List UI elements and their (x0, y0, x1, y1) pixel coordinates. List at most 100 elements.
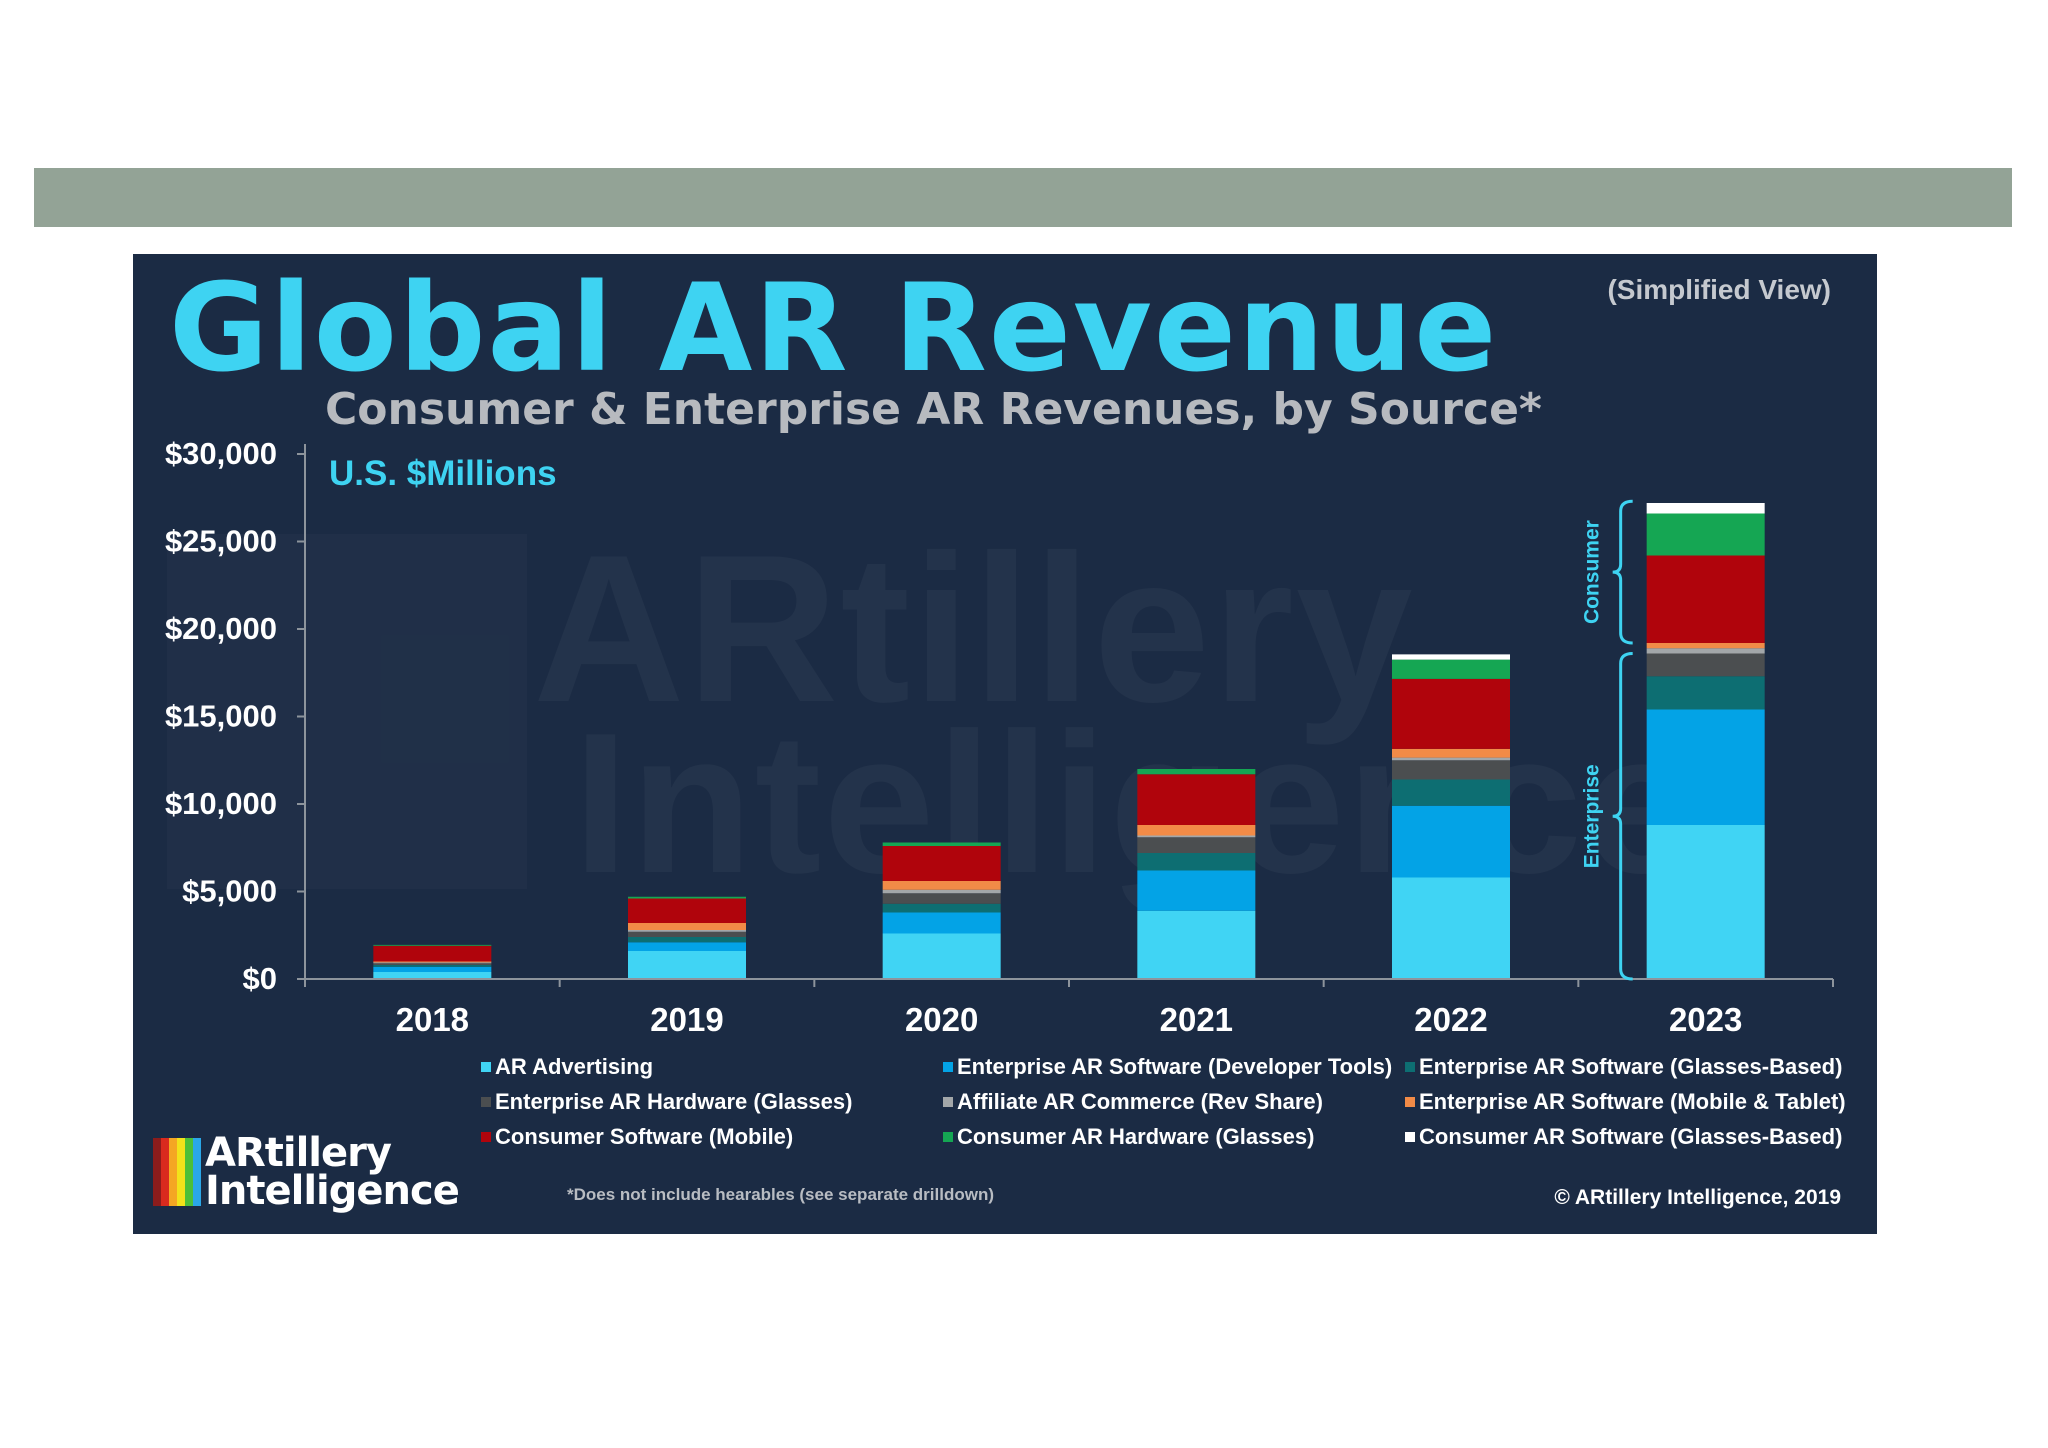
bar-segment (1392, 779, 1510, 806)
legend-label: AR Advertising (495, 1054, 654, 1079)
y-tick-label: $15,000 (165, 699, 277, 734)
bar-segment (1392, 654, 1510, 660)
bar-segment (882, 881, 1001, 890)
bar-segment (628, 923, 746, 930)
bar-segment (1646, 676, 1765, 710)
bar-segment (1137, 825, 1256, 836)
x-tick-label: 2019 (650, 1001, 723, 1038)
units-label: U.S. $Millions (329, 454, 557, 493)
bar-segment (1646, 643, 1765, 649)
legend-label: Enterprise AR Software (Mobile & Tablet) (1419, 1089, 1846, 1114)
bar-segment (882, 889, 1001, 894)
legend-swatch (943, 1097, 953, 1107)
logo-line-1: ARtillery (205, 1130, 392, 1176)
bar-segment (628, 930, 746, 932)
bar-segment (1137, 769, 1256, 775)
legend-swatch (481, 1097, 491, 1107)
bar-segment (373, 945, 492, 962)
bar-segment (1646, 709, 1765, 825)
bar-segment (1392, 757, 1510, 761)
bar-segment (1646, 513, 1765, 556)
x-tick-label: 2020 (905, 1001, 978, 1038)
legend-label: Consumer Software (Mobile) (495, 1124, 794, 1149)
logo-text: ARtillery Intelligence (205, 1130, 460, 1214)
bar-segment (1646, 825, 1765, 979)
legend-item: Consumer AR Software (Glasses-Based) (1405, 1124, 1861, 1150)
logo-color-bars (153, 1138, 201, 1206)
group-braces: Consumer Enterprise (1581, 499, 1633, 981)
chart-plot: $0 $5,000 $10,000 $15,000 $20,000 $25,000 $30,… (165, 436, 1834, 1038)
brace-consumer (1612, 499, 1633, 645)
y-tick-label: $25,000 (165, 524, 277, 559)
bar-segment (1392, 659, 1510, 679)
bar-segment (373, 966, 492, 972)
legend-swatch (481, 1062, 491, 1072)
legend-item: Enterprise AR Hardware (Glasses) (481, 1089, 943, 1115)
x-tick-label: 2023 (1669, 1001, 1742, 1038)
copyright: © ARtillery Intelligence, 2019 (1554, 1186, 1841, 1209)
y-tick-label: $30,000 (165, 436, 277, 471)
legend-label: Enterprise AR Hardware (Glasses) (495, 1089, 853, 1114)
bar-segment (1392, 748, 1510, 758)
bar-segment (373, 962, 492, 964)
bar-segment (628, 931, 746, 937)
brace-label-consumer: Consumer (1581, 520, 1604, 624)
bar-segment (1392, 805, 1510, 878)
chart-slide: ARtillery Intelligence Global AR Revenue… (133, 254, 1877, 1234)
bar-segment (1137, 853, 1256, 871)
legend-label: Enterprise AR Software (Glasses-Based) (1419, 1054, 1843, 1079)
legend-label: Consumer AR Hardware (Glasses) (957, 1124, 1315, 1149)
y-tick-label: $20,000 (165, 611, 277, 646)
bar-segment (628, 951, 746, 979)
y-tick-label: $10,000 (165, 786, 277, 821)
bar-segment (373, 944, 492, 946)
bar-segment (1137, 837, 1256, 853)
legend-swatch (1405, 1062, 1415, 1072)
bar-segment (882, 893, 1001, 904)
bars-layer (373, 503, 1765, 979)
legend-swatch (1405, 1097, 1415, 1107)
legend-swatch (1405, 1132, 1415, 1142)
bar-segment (1137, 835, 1256, 838)
footnote: *Does not include hearables (see separat… (567, 1185, 995, 1204)
chart-subtitle: Consumer & Enterprise AR Revenues, by So… (325, 384, 1542, 435)
bar-segment (628, 896, 746, 899)
bar-segment (1392, 678, 1510, 749)
bar-segment (1392, 760, 1510, 780)
legend-item: Enterprise AR Software (Mobile & Tablet) (1405, 1089, 1861, 1115)
legend-item: AR Advertising (481, 1054, 943, 1080)
bar-segment (882, 903, 1001, 913)
legend-swatch (943, 1132, 953, 1142)
view-note: (Simplified View) (1607, 274, 1831, 305)
legend-label: Enterprise AR Software (Developer Tools) (957, 1054, 1393, 1079)
bar-segment (373, 972, 492, 979)
brace-label-enterprise: Enterprise (1581, 764, 1604, 868)
bar-segment (373, 963, 492, 965)
bar-segment (628, 937, 746, 943)
chart-legend: AR Advertising Enterprise AR Software (De… (481, 1054, 1861, 1150)
brace-enterprise (1612, 652, 1633, 981)
bar-segment (373, 961, 492, 963)
artillery-logo: ARtillery Intelligence (153, 1130, 460, 1214)
y-tick-label: $0 (243, 961, 277, 996)
legend-item: Consumer AR Hardware (Glasses) (943, 1124, 1405, 1150)
header-band (34, 168, 2012, 227)
legend-item: Affiliate AR Commerce (Rev Share) (943, 1089, 1405, 1115)
legend-label: Affiliate AR Commerce (Rev Share) (957, 1089, 1323, 1114)
bar-segment (1392, 877, 1510, 979)
y-tick-label: $5,000 (182, 874, 277, 909)
bar-segment (373, 965, 492, 967)
x-tick-label: 2018 (396, 1001, 469, 1038)
bar-segment (882, 846, 1001, 881)
bar-segment (1137, 774, 1256, 825)
legend-item: Consumer Software (Mobile) (481, 1124, 943, 1150)
watermark-line-1: ARtillery (533, 524, 1415, 734)
legend-item: Enterprise AR Software (Developer Tools) (943, 1054, 1405, 1080)
x-tick-label: 2022 (1414, 1001, 1487, 1038)
bar-segment (1137, 870, 1256, 911)
logo-line-2: Intelligence (205, 1168, 460, 1214)
bar-segment (1646, 653, 1765, 677)
legend-label: Consumer AR Software (Glasses-Based) (1419, 1124, 1843, 1149)
bar-segment (882, 912, 1001, 934)
bar-segment (628, 898, 746, 923)
